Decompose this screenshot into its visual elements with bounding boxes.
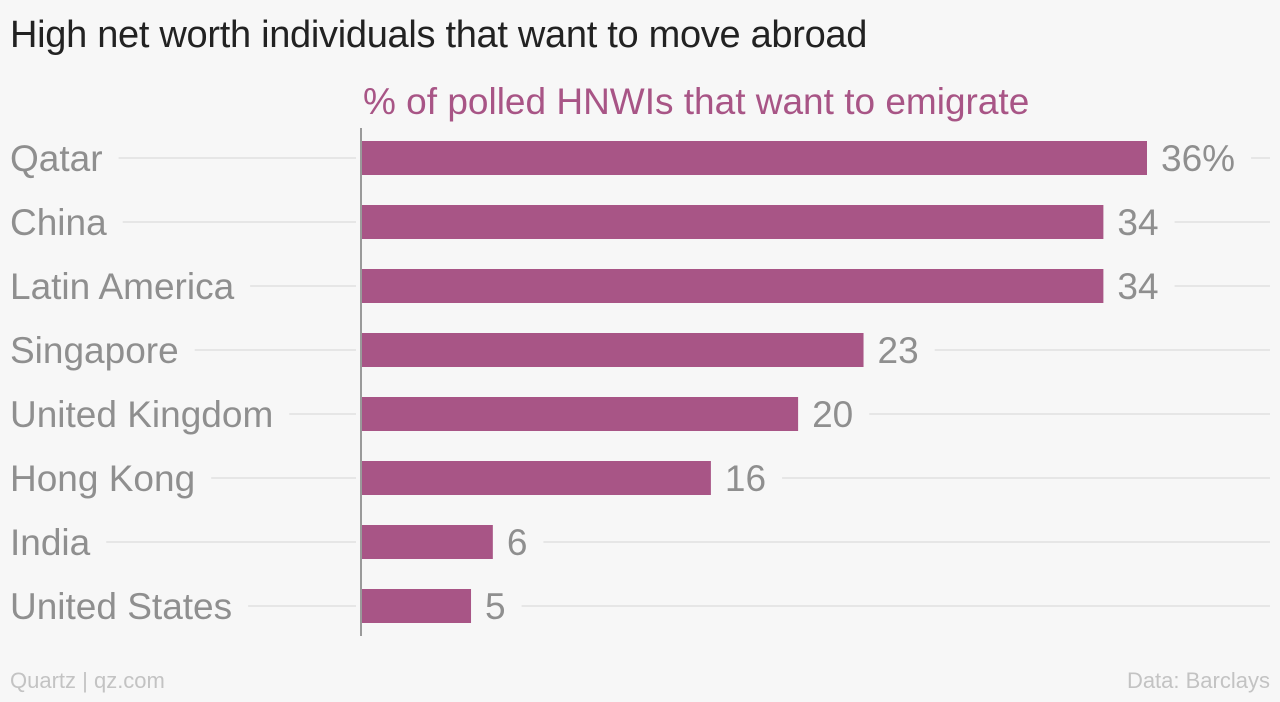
series-label: % of polled HNWIs that want to emigrate bbox=[363, 81, 1029, 122]
bar bbox=[362, 589, 472, 623]
category-label: Qatar bbox=[10, 138, 103, 179]
category-label: India bbox=[10, 522, 91, 563]
chart-title: High net worth individuals that want to … bbox=[10, 14, 868, 56]
bar-chart: % of polled HNWIs that want to emigrate … bbox=[10, 81, 1270, 636]
category-label: Hong Kong bbox=[10, 458, 195, 499]
bar bbox=[362, 397, 799, 431]
category-label: China bbox=[10, 202, 107, 243]
value-label: 34 bbox=[1117, 202, 1158, 243]
gridlines bbox=[106, 157, 1270, 607]
category-label: Singapore bbox=[10, 330, 179, 371]
category-labels: Qatar China Latin America Singapore United K… bbox=[10, 138, 273, 627]
category-label: United States bbox=[10, 586, 232, 627]
value-label: 20 bbox=[812, 394, 853, 435]
bar bbox=[362, 205, 1104, 239]
value-label: 6 bbox=[507, 522, 528, 563]
bar bbox=[362, 525, 493, 559]
value-label: 16 bbox=[725, 458, 766, 499]
value-label: 36% bbox=[1161, 138, 1235, 179]
value-label: 5 bbox=[485, 586, 506, 627]
bar bbox=[362, 333, 864, 367]
data-source: Data: Barclays bbox=[1126, 668, 1270, 693]
value-label: 23 bbox=[878, 330, 919, 371]
category-label: Latin America bbox=[10, 266, 235, 307]
bars bbox=[362, 141, 1147, 623]
value-label: 34 bbox=[1117, 266, 1158, 307]
source-credit: Quartz | qz.com bbox=[10, 668, 165, 693]
bar bbox=[362, 269, 1104, 303]
bar bbox=[362, 461, 711, 495]
category-label: United Kingdom bbox=[10, 394, 273, 435]
bar bbox=[362, 141, 1147, 175]
